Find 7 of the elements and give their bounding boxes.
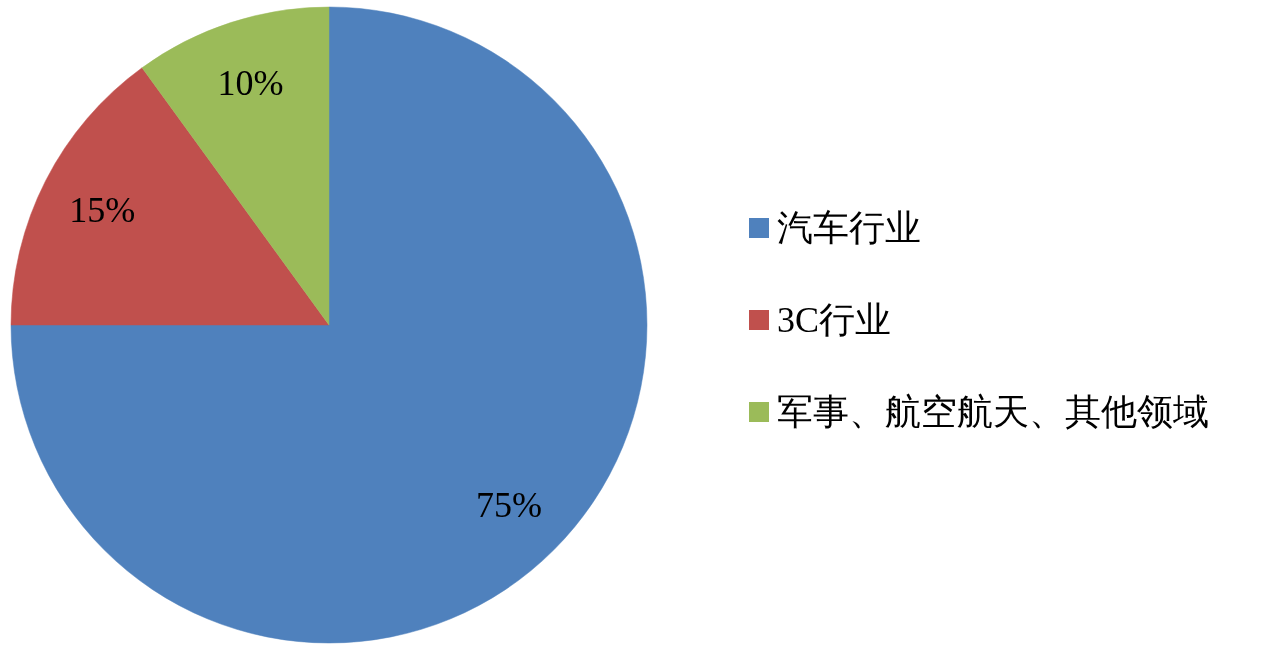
data-label: 10% — [217, 63, 284, 104]
pie: 75% 15% 10% — [10, 6, 647, 643]
data-label: 15% — [69, 189, 136, 230]
legend-label: 汽车行业 — [777, 208, 921, 248]
data-label: 75% — [475, 484, 542, 525]
legend-label: 3C行业 — [777, 300, 892, 340]
legend-label: 军事、航空航天、其他领域 — [777, 392, 1209, 432]
